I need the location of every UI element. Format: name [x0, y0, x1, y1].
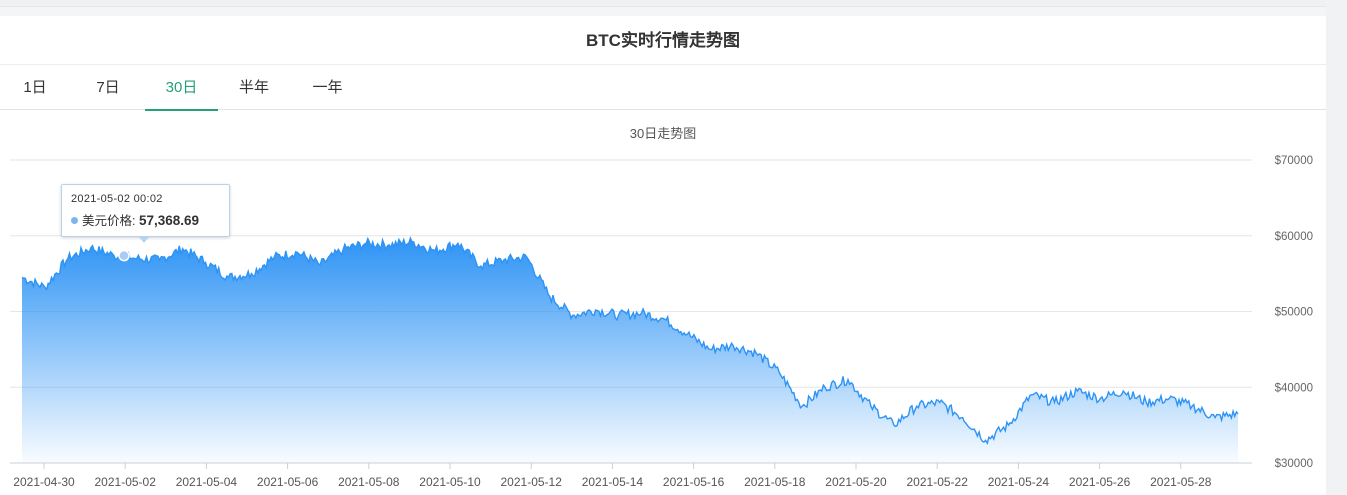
x-tick-label: 2021-05-04	[176, 475, 238, 489]
page-title: BTC实时行情走势图	[0, 16, 1326, 65]
x-tick-label: 2021-05-26	[1069, 475, 1131, 489]
y-tick-label: $30000	[1275, 458, 1313, 470]
tab-one-year[interactable]: 一年	[312, 79, 343, 96]
tab-30d[interactable]: 30日	[145, 65, 218, 111]
x-tick-label: 2021-05-16	[663, 475, 725, 489]
scrollbar-gutter[interactable]	[1326, 0, 1347, 495]
x-tick-label: 2021-05-24	[988, 475, 1050, 489]
hover-point	[118, 249, 130, 262]
tooltip-time: 2021-05-02 00:02	[71, 193, 163, 205]
tooltip-series-label: 美元价格:	[82, 214, 136, 228]
price-chart[interactable]: 30日走势图 $30000 $40000 $50000 $60000 $70000 20…	[0, 110, 1326, 495]
y-tick-label: $70000	[1275, 155, 1313, 167]
x-axis: 2021-04-30 2021-05-02 2021-05-04 2021-05-06…	[13, 463, 1212, 489]
y-tick-label: $60000	[1275, 231, 1313, 243]
x-tick-label: 2021-05-12	[501, 475, 563, 489]
x-tick-label: 2021-05-08	[338, 475, 400, 489]
tab-1d[interactable]: 1日	[23, 79, 47, 96]
x-tick-label: 2021-05-22	[907, 475, 969, 489]
tab-7d[interactable]: 7日	[96, 79, 120, 96]
x-tick-label: 2021-05-02	[95, 475, 157, 489]
x-tick-label: 2021-04-30	[13, 475, 75, 489]
price-line	[21, 236, 1239, 446]
tooltip: 2021-05-02 00:02 美元价格: 57,368.69	[61, 184, 230, 237]
price-area	[22, 238, 1238, 463]
y-tick-label: $40000	[1275, 382, 1313, 394]
x-tick-label: 2021-05-14	[582, 475, 644, 489]
top-strip	[0, 0, 1326, 7]
chart-title: 30日走势图	[630, 126, 696, 141]
x-tick-label: 2021-05-20	[825, 475, 887, 489]
tab-half-year[interactable]: 半年	[238, 79, 269, 96]
x-tick-label: 2021-05-18	[744, 475, 806, 489]
y-tick-label: $50000	[1275, 307, 1313, 319]
x-tick-label: 2021-05-10	[419, 475, 481, 489]
x-tick-label: 2021-05-28	[1150, 475, 1212, 489]
range-tabs: 1日 7日 30日 半年 一年	[0, 65, 1326, 111]
tooltip-pointer	[138, 236, 150, 243]
y-axis: $30000 $40000 $50000 $60000 $70000	[1275, 155, 1313, 470]
x-tick-label: 2021-05-06	[257, 475, 319, 489]
series-dot-icon	[71, 217, 78, 224]
tooltip-value: 57,368.69	[138, 213, 200, 228]
